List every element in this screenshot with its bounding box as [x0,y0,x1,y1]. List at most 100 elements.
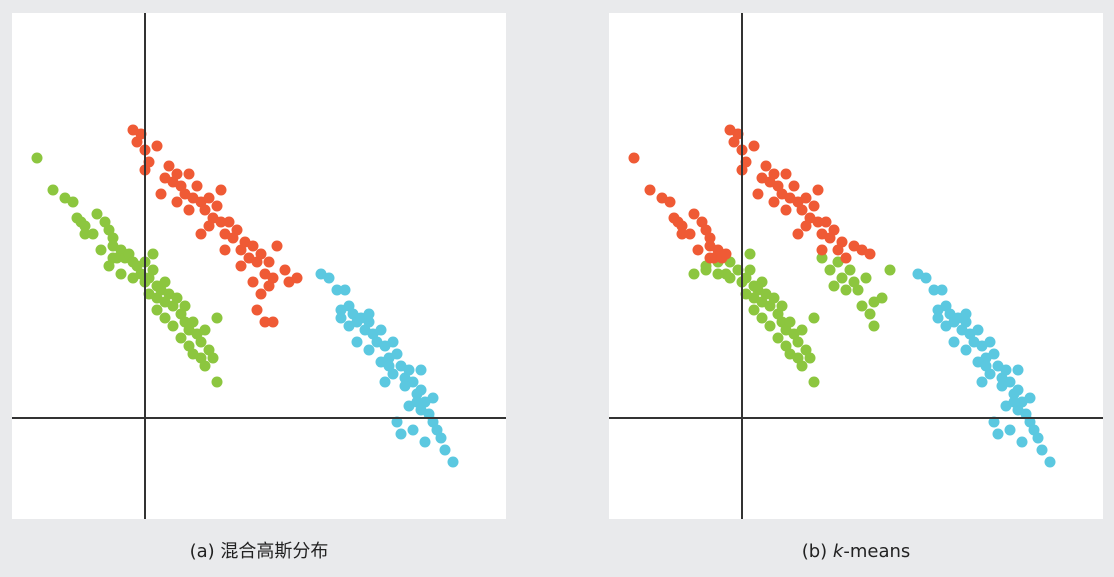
panel-a-point-red-29 [247,240,259,252]
panel-a-point-green-53 [167,320,179,332]
caption-b-suffix: -means [843,541,911,562]
scatter-panel-kmeans [609,13,1103,519]
panel-b-point-green-42 [816,252,828,264]
panel-a-point-green-7 [79,228,91,240]
caption-b-k: k [832,541,844,562]
panel-a-point-blue-49 [379,376,391,388]
panel-a-point-green-50 [143,288,155,300]
panel-a-point-red-52 [155,188,167,200]
panel-a-point-green-12 [107,232,119,244]
panel-a-point-red-18 [203,192,215,204]
panel-a-point-green-24 [147,264,159,276]
panel-b-point-blue-44 [960,308,972,320]
panel-a-point-green-39 [195,336,207,348]
panel-a-point-blue-30 [447,456,459,468]
panel-b-point-blue-46 [932,312,944,324]
panel-b-point-red-52 [792,228,804,240]
panel-b-point-red-51 [864,248,876,260]
scatter-plot-a [12,13,506,519]
panel-a-point-blue-28 [435,432,447,444]
panel-a-point-red-15 [191,180,203,192]
panel-a-point-blue-3 [339,284,351,296]
panel-b-point-green-52 [864,308,876,320]
panel-b-point-blue-49 [976,376,988,388]
panel-b-point-blue-16 [984,336,996,348]
panel-b-point-green-33 [748,304,760,316]
panel-b-point-blue-38 [960,344,972,356]
panel-a-point-blue-37 [351,336,363,348]
panel-b-point-blue-1 [920,272,932,284]
panel-a-point-red-49 [255,288,267,300]
panel-b-point-red-26 [748,140,760,152]
panel-b-point-red-53 [800,220,812,232]
panel-a-point-blue-23 [415,384,427,396]
panel-a-point-green-43 [207,352,219,364]
panel-b-point-red-57 [812,184,824,196]
panel-a-point-green-0 [31,152,43,164]
panel-b-point-blue-2 [928,284,940,296]
panel-a-point-green-54 [175,332,187,344]
panel-a-point-blue-29 [439,444,451,456]
panel-a-series-green [31,152,223,388]
panel-a-point-red-17 [199,204,211,216]
panel-b-point-red-56 [780,204,792,216]
panel-b-point-green-32 [740,288,752,300]
panel-a-point-red-48 [183,204,195,216]
panel-a-point-green-56 [187,348,199,360]
panel-a-point-red-42 [203,220,215,232]
panel-a-point-green-6 [79,220,91,232]
panel-b-point-red-28 [760,160,772,172]
panel-b-point-green-8 [744,264,756,276]
panel-b-point-red-19 [704,252,716,264]
panel-b-point-blue-37 [948,336,960,348]
panel-a-point-red-35 [271,240,283,252]
panel-a-point-red-33 [263,256,275,268]
panel-a-point-blue-43 [343,320,355,332]
panel-a-point-green-48 [115,268,127,280]
caption-a-main: 混合高斯分布 [220,541,329,562]
panel-b-point-blue-30 [1044,456,1056,468]
panel-b-point-blue-45 [1012,364,1024,376]
panel-b-point-blue-10 [960,316,972,328]
panel-a-series-red [127,124,303,328]
scatter-panel-mixture-gaussian [12,13,506,519]
panel-b-point-red-47 [836,236,848,248]
panel-a-point-red-38 [251,304,263,316]
panel-a-point-blue-47 [383,360,395,372]
panel-b-point-red-1 [644,184,656,196]
panel-a-point-red-6 [151,140,163,152]
panel-b-point-blue-48 [1024,392,1036,404]
panel-b-point-green-40 [744,248,756,260]
panel-a-point-red-13 [183,168,195,180]
panel-b-point-green-55 [840,284,852,296]
panel-a-point-blue-46 [335,312,347,324]
panel-a-point-blue-16 [387,336,399,348]
panel-b-point-green-36 [772,332,784,344]
panel-b-point-green-39 [796,360,808,372]
panel-b-point-green-50 [856,300,868,312]
panel-b-point-green-35 [764,320,776,332]
panel-b-point-green-31 [724,272,736,284]
panel-b-point-blue-13 [972,324,984,336]
panel-a-point-green-37 [187,316,199,328]
panel-a-point-blue-44 [363,308,375,320]
panel-a-point-red-10 [171,168,183,180]
panel-b-point-red-3 [664,196,676,208]
panel-b-point-red-48 [840,252,852,264]
caption-a-prefix: (a) [189,541,221,562]
panel-a-point-green-32 [171,292,183,304]
panel-a-point-green-46 [95,244,107,256]
panel-b-point-blue-31 [1016,436,1028,448]
panel-a-point-blue-34 [391,416,403,428]
panel-a-point-green-57 [199,360,211,372]
panel-b-point-blue-32 [1004,424,1016,436]
panel-b-point-blue-29 [1036,444,1048,456]
panel-b-point-green-29 [808,376,820,388]
panel-b-point-red-7 [676,228,688,240]
panel-b-point-red-54 [816,244,828,256]
panel-a-point-red-44 [235,260,247,272]
panel-b-point-green-30 [712,268,724,280]
panel-b-point-blue-20 [1000,364,1012,376]
panel-a-point-blue-45 [415,364,427,376]
panel-a-point-green-34 [179,300,191,312]
